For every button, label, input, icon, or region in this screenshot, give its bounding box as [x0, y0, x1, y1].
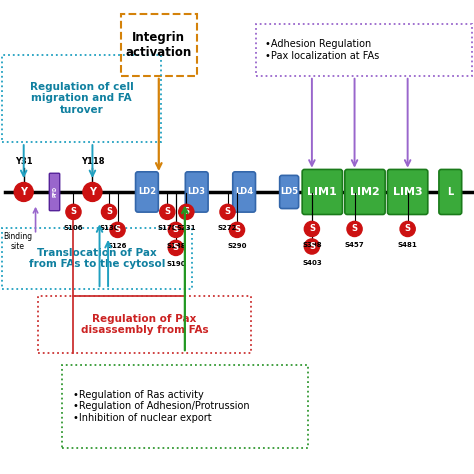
Text: S398: S398	[302, 242, 322, 248]
Bar	[2, 228, 192, 289]
Text: S403: S403	[302, 260, 322, 266]
Text: Integrin
activation: Integrin activation	[126, 31, 192, 59]
Circle shape	[229, 222, 245, 237]
Text: •Adhesion Regulation
•Pax localization at FAs: •Adhesion Regulation •Pax localization a…	[265, 39, 380, 61]
FancyBboxPatch shape	[302, 170, 342, 215]
FancyBboxPatch shape	[345, 170, 385, 215]
Text: S: S	[405, 225, 410, 233]
FancyBboxPatch shape	[49, 173, 60, 210]
FancyBboxPatch shape	[387, 170, 428, 215]
Text: S130: S130	[99, 225, 119, 231]
Text: S188: S188	[166, 243, 186, 249]
Text: S: S	[71, 208, 76, 216]
Text: S: S	[234, 226, 240, 234]
Text: •Regulation of Ras activity
•Regulation of Adhesion/Protrussion
•Inhibition of n: •Regulation of Ras activity •Regulation …	[73, 390, 250, 423]
Circle shape	[83, 182, 102, 201]
Text: Y: Y	[89, 187, 96, 197]
Circle shape	[400, 221, 415, 237]
Circle shape	[304, 239, 319, 254]
Text: LD5: LD5	[280, 188, 298, 196]
Circle shape	[220, 204, 235, 219]
Text: LIM2: LIM2	[350, 187, 380, 197]
Text: Regulation of cell
migration and FA
turover: Regulation of cell migration and FA turo…	[30, 82, 134, 115]
Text: Regulation of Pax
disassembly from FAs: Regulation of Pax disassembly from FAs	[81, 314, 209, 336]
Text: S: S	[309, 242, 315, 251]
Text: S: S	[164, 208, 170, 216]
Text: S: S	[183, 208, 189, 216]
Text: S: S	[309, 225, 315, 233]
Text: PFD: PFD	[52, 186, 57, 198]
Text: S: S	[115, 226, 120, 234]
Text: S457: S457	[345, 242, 365, 248]
Bar	[256, 24, 472, 76]
Text: Y31: Y31	[15, 157, 33, 166]
Text: S290: S290	[227, 243, 247, 249]
Bar	[62, 365, 308, 448]
Circle shape	[14, 182, 33, 201]
Circle shape	[110, 222, 125, 237]
FancyBboxPatch shape	[136, 172, 158, 212]
Text: S272: S272	[218, 225, 237, 231]
Text: S126: S126	[108, 243, 127, 249]
Text: S: S	[106, 208, 112, 216]
Text: S231: S231	[176, 225, 196, 231]
Text: LD3: LD3	[188, 188, 206, 196]
Circle shape	[168, 222, 183, 237]
Text: S178: S178	[157, 225, 177, 231]
Bar	[2, 55, 161, 142]
Circle shape	[66, 204, 81, 219]
FancyBboxPatch shape	[280, 175, 299, 209]
Text: S190: S190	[166, 261, 186, 267]
Text: Translocation of Pax
from FAs to the cytosol: Translocation of Pax from FAs to the cyt…	[29, 247, 165, 269]
Circle shape	[304, 221, 319, 237]
Circle shape	[347, 221, 362, 237]
Text: LD2: LD2	[138, 188, 156, 196]
Text: LIM1: LIM1	[308, 187, 337, 197]
Text: Y: Y	[20, 187, 27, 197]
Bar	[38, 296, 251, 353]
FancyBboxPatch shape	[233, 172, 255, 212]
Text: S106: S106	[64, 225, 83, 231]
Circle shape	[168, 240, 183, 255]
Circle shape	[160, 204, 175, 219]
Circle shape	[101, 204, 117, 219]
Text: S: S	[352, 225, 357, 233]
Text: LD4: LD4	[235, 188, 253, 196]
Text: L: L	[447, 187, 454, 197]
Text: S: S	[173, 226, 179, 234]
Text: S: S	[173, 244, 179, 252]
Text: S481: S481	[398, 242, 418, 248]
Bar	[121, 14, 197, 76]
FancyBboxPatch shape	[185, 172, 208, 212]
Circle shape	[179, 204, 194, 219]
Text: LIM3: LIM3	[393, 187, 422, 197]
Text: Binding
site: Binding site	[3, 232, 33, 251]
Text: Y118: Y118	[81, 157, 104, 166]
FancyBboxPatch shape	[439, 170, 462, 215]
Text: S: S	[225, 208, 230, 216]
